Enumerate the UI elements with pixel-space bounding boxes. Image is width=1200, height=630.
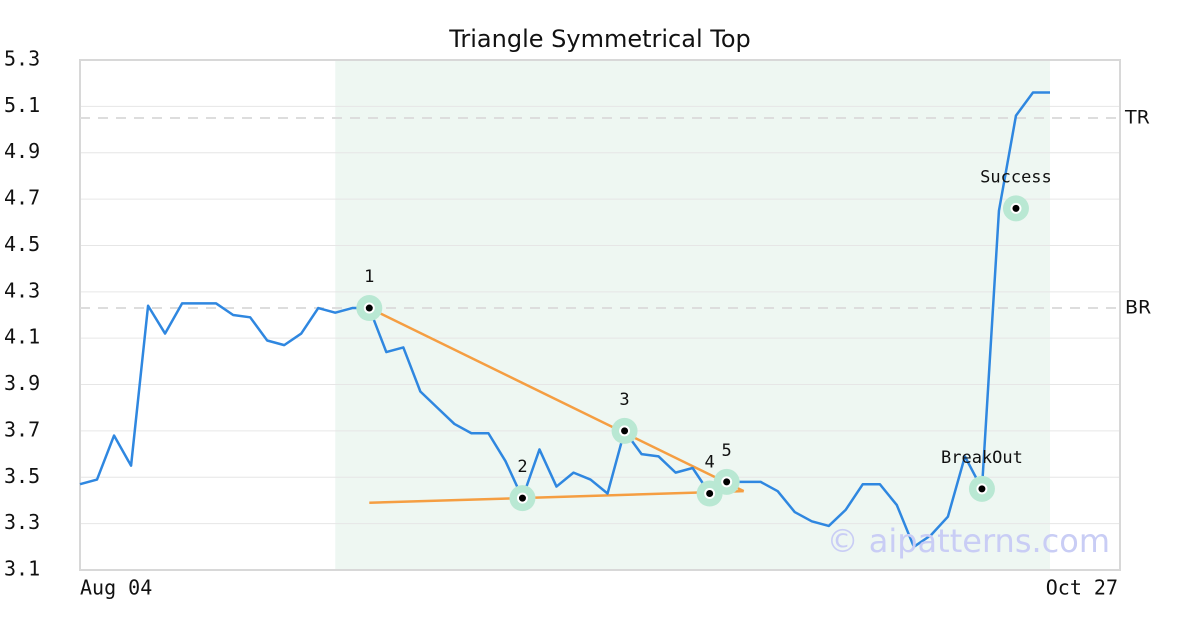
point-label: 1 [364, 267, 374, 287]
point-label: 4 [705, 453, 715, 473]
watermark: © aipatterns.com [827, 522, 1110, 560]
point-label: 3 [619, 390, 629, 410]
y-tick-label: 3.5 [4, 464, 40, 488]
point-dot [721, 476, 733, 488]
y-tick-label: 3.3 [4, 510, 40, 534]
point-dot [1010, 202, 1022, 214]
y-tick-label: 3.1 [4, 557, 40, 581]
y-tick-label: 3.7 [4, 417, 40, 441]
level-label: TR [1124, 106, 1150, 128]
level-label: BR [1125, 297, 1151, 319]
point-dot [516, 492, 528, 504]
trend-line [368, 306, 745, 493]
price-line [79, 91, 1050, 549]
y-tick-label: 4.1 [4, 325, 40, 349]
y-tick-label: 4.5 [4, 232, 40, 256]
y-tick-label: 5.1 [4, 93, 40, 117]
plot-frame [79, 59, 1121, 571]
point-dot [704, 488, 716, 499]
chart-title: Triangle Symmetrical Top [448, 25, 751, 53]
y-tick-label: 4.3 [4, 278, 40, 302]
y-tick-label: 4.7 [4, 186, 40, 210]
y-tick-label: 3.9 [4, 371, 40, 395]
x-tick-label: Oct 27 [1046, 576, 1118, 600]
point-dot [363, 302, 375, 314]
highlight-region [335, 60, 1050, 570]
point-dot [619, 425, 631, 437]
x-tick-label: Aug 04 [80, 576, 152, 600]
point-label: BreakOut [941, 448, 1023, 468]
y-tick-label: 5.3 [4, 47, 40, 71]
point-dot [976, 483, 988, 495]
point-label: 5 [722, 441, 732, 461]
trend-line [369, 489, 744, 505]
point-label: Success [980, 167, 1052, 187]
point-label: 2 [517, 457, 527, 477]
y-tick-label: 4.9 [4, 139, 40, 163]
